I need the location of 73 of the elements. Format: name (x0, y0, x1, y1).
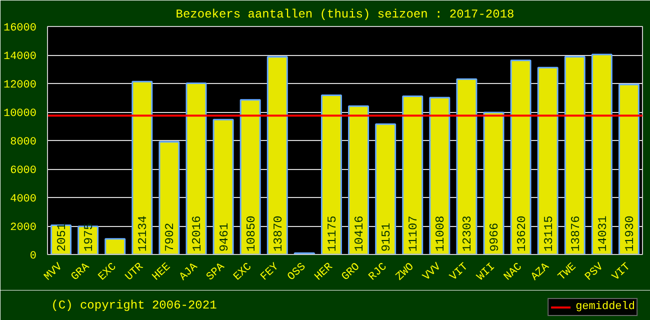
bar (348, 105, 370, 254)
bar (429, 96, 450, 254)
bar (104, 238, 126, 254)
data-label: 13870 (271, 216, 286, 252)
y-tick-label: 4000 (10, 194, 36, 206)
chart-title: Bezoekers aantallen (thuis) seizoen : 2017-2018 (176, 8, 514, 22)
x-tick-label: HER (312, 260, 336, 284)
bar (564, 56, 586, 254)
bar (212, 118, 234, 254)
x-tick-label: VIT (610, 260, 634, 284)
y-tick-label: 14000 (3, 51, 37, 63)
x-tick-label: VVV (421, 260, 444, 284)
legend-label: gemiddeld (576, 301, 635, 313)
x-tick-label: GRO (340, 260, 363, 284)
data-label: 12134 (136, 216, 150, 252)
y-tick-label: 2000 (10, 222, 36, 234)
x-tick-label: MVV (42, 260, 66, 284)
bar (320, 94, 342, 254)
data-label: 7902 (163, 222, 178, 252)
bar (132, 80, 153, 254)
bar (591, 54, 612, 254)
x-tick-label: ZWO (394, 260, 417, 284)
data-label: 11175 (325, 216, 340, 252)
bar (375, 123, 396, 254)
bar (158, 141, 180, 254)
bar (186, 82, 207, 254)
data-label: 10850 (244, 216, 258, 252)
bar (456, 78, 478, 254)
bar (483, 112, 504, 254)
data-label: 1975 (82, 222, 96, 252)
bar (266, 56, 288, 254)
y-tick-label: 0 (30, 250, 37, 262)
data-label: 10416 (352, 216, 367, 252)
data-label: 9966 (488, 222, 502, 252)
y-tick-label: 10000 (3, 108, 37, 120)
bar (402, 95, 424, 254)
bar (537, 66, 558, 254)
data-label: 12016 (190, 216, 204, 252)
x-tick-label: EXC (232, 260, 255, 284)
x-tick-label: SPA (204, 260, 228, 284)
x-tick-label: HEE (150, 260, 174, 284)
y-tick-label: 6000 (10, 165, 36, 177)
text: (C) copyright 2006-2021 (51, 298, 217, 312)
y-tick-label: 8000 (10, 136, 36, 148)
data-label: 11930 (622, 216, 637, 252)
x-tick-label: VIT (448, 260, 472, 284)
data-label: 13115 (542, 216, 556, 252)
x-tick-label: AJA (178, 260, 201, 284)
data-label: 2051 (55, 222, 70, 252)
y-tick-label: 16000 (3, 22, 37, 34)
data-label: 11107 (406, 216, 421, 252)
x-tick-label: PSV (583, 260, 606, 284)
data-label: 13620 (514, 216, 529, 252)
x-tick-label: OSS (286, 260, 309, 284)
data-label: 11008 (434, 216, 448, 252)
x-tick-label: EXC (96, 260, 120, 284)
bar (240, 99, 261, 254)
bar (618, 84, 640, 254)
x-tick-label: TWE (556, 260, 580, 284)
data-label: 14031 (596, 216, 610, 252)
x-tick-label: UTR (124, 260, 147, 284)
data-label: 9461 (217, 222, 232, 252)
data-label: 12303 (460, 216, 475, 252)
y-tick-label: 12000 (3, 80, 37, 92)
x-tick-label: FEY (258, 260, 282, 284)
x-tick-label: WII (475, 261, 498, 284)
x-tick-label: RJC (366, 260, 390, 284)
x-tick-label: NAC (502, 260, 526, 284)
x-tick-label: AZA (529, 260, 552, 284)
bar (510, 60, 532, 254)
x-tick-label: GRA (69, 260, 92, 284)
data-label: 9151 (380, 222, 394, 252)
data-label: 13876 (568, 216, 583, 252)
